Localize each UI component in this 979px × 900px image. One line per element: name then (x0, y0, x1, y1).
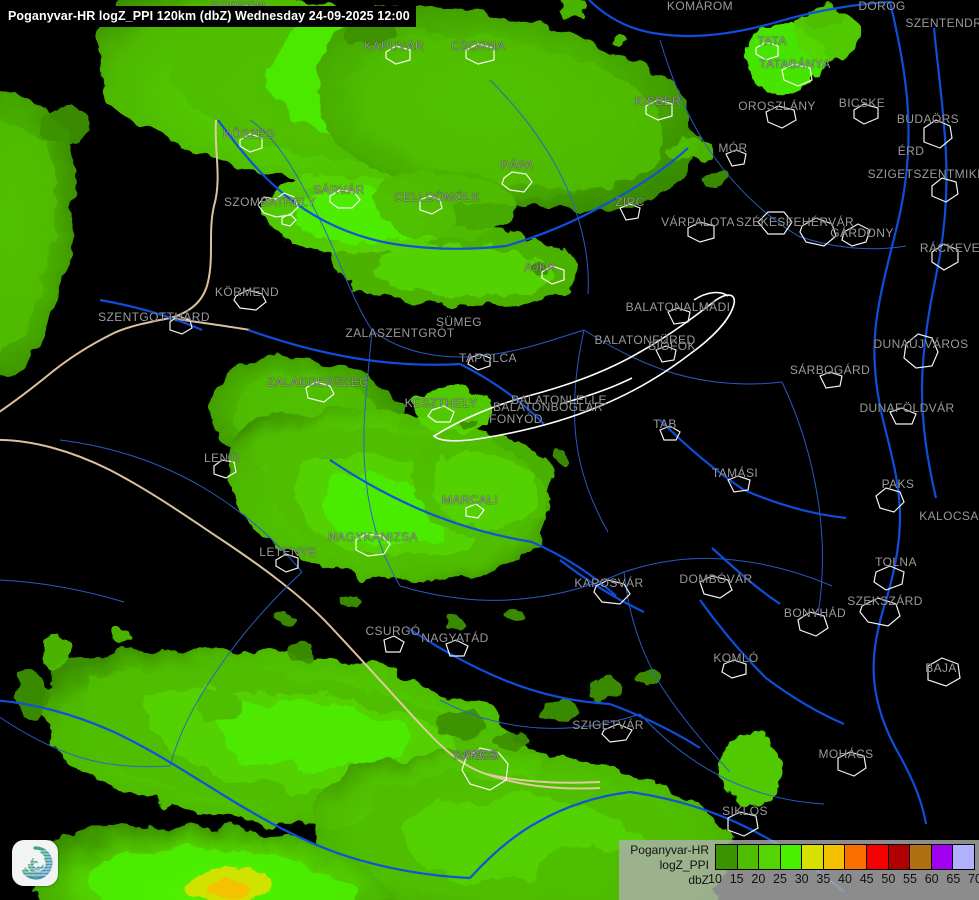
legend-radar-name: Poganyvar-HR (630, 843, 709, 857)
legend-tick-55: 55 (903, 872, 917, 886)
legend-tick-35: 35 (816, 872, 831, 886)
legend-unit-label: dbZ (688, 873, 709, 887)
legend-swatch-4 (802, 845, 824, 869)
legend-swatch-7 (867, 845, 889, 869)
legend-tick-25: 25 (773, 872, 787, 886)
city-outlines (169, 5, 961, 837)
legend-swatch-8 (888, 845, 911, 869)
legend-tick-30: 30 (794, 872, 809, 886)
legend-color-bar (715, 844, 975, 870)
lake-balaton (432, 291, 736, 442)
legend-tick-15: 15 (729, 872, 744, 886)
color-scale-legend: Poganyvar-HR logZ_PPI dbZ 10 15 20 25 30 35 40… (619, 840, 979, 900)
legend-title-block: Poganyvar-HR logZ_PPI dbZ (623, 843, 709, 888)
radar-echo-layer (0, 0, 859, 900)
legend-tick-45: 45 (859, 872, 874, 886)
legend-tick-10: 10 (708, 872, 722, 886)
legend-swatch-1 (737, 845, 760, 869)
radar-title-bar: Poganyvar-HR logZ_PPI 120km (dbZ) Wednes… (0, 6, 416, 27)
legend-swatch-10 (931, 845, 954, 869)
legend-swatch-2 (759, 845, 781, 869)
legend-swatch-11 (953, 845, 974, 869)
legend-tick-50: 50 (881, 872, 896, 886)
spiral-swirl-logo[interactable] (12, 840, 58, 886)
legend-swatch-5 (823, 845, 846, 869)
legend-tick-labels: 10 15 20 25 30 35 40 45 50 55 60 65 70 (708, 872, 979, 892)
legend-tick-40: 40 (838, 872, 852, 886)
legend-tick-60: 60 (924, 872, 939, 886)
legend-tick-70: 70 (968, 872, 979, 886)
spiral-swirl-icon (18, 846, 53, 880)
legend-tick-65: 65 (946, 872, 961, 886)
legend-product-name: logZ_PPI (659, 858, 709, 872)
legend-swatch-3 (780, 845, 803, 869)
legend-tick-20: 20 (751, 872, 766, 886)
legend-swatch-6 (845, 845, 868, 869)
legend-swatch-0 (716, 845, 738, 869)
rivers (0, 0, 948, 893)
legend-swatch-9 (910, 845, 932, 869)
